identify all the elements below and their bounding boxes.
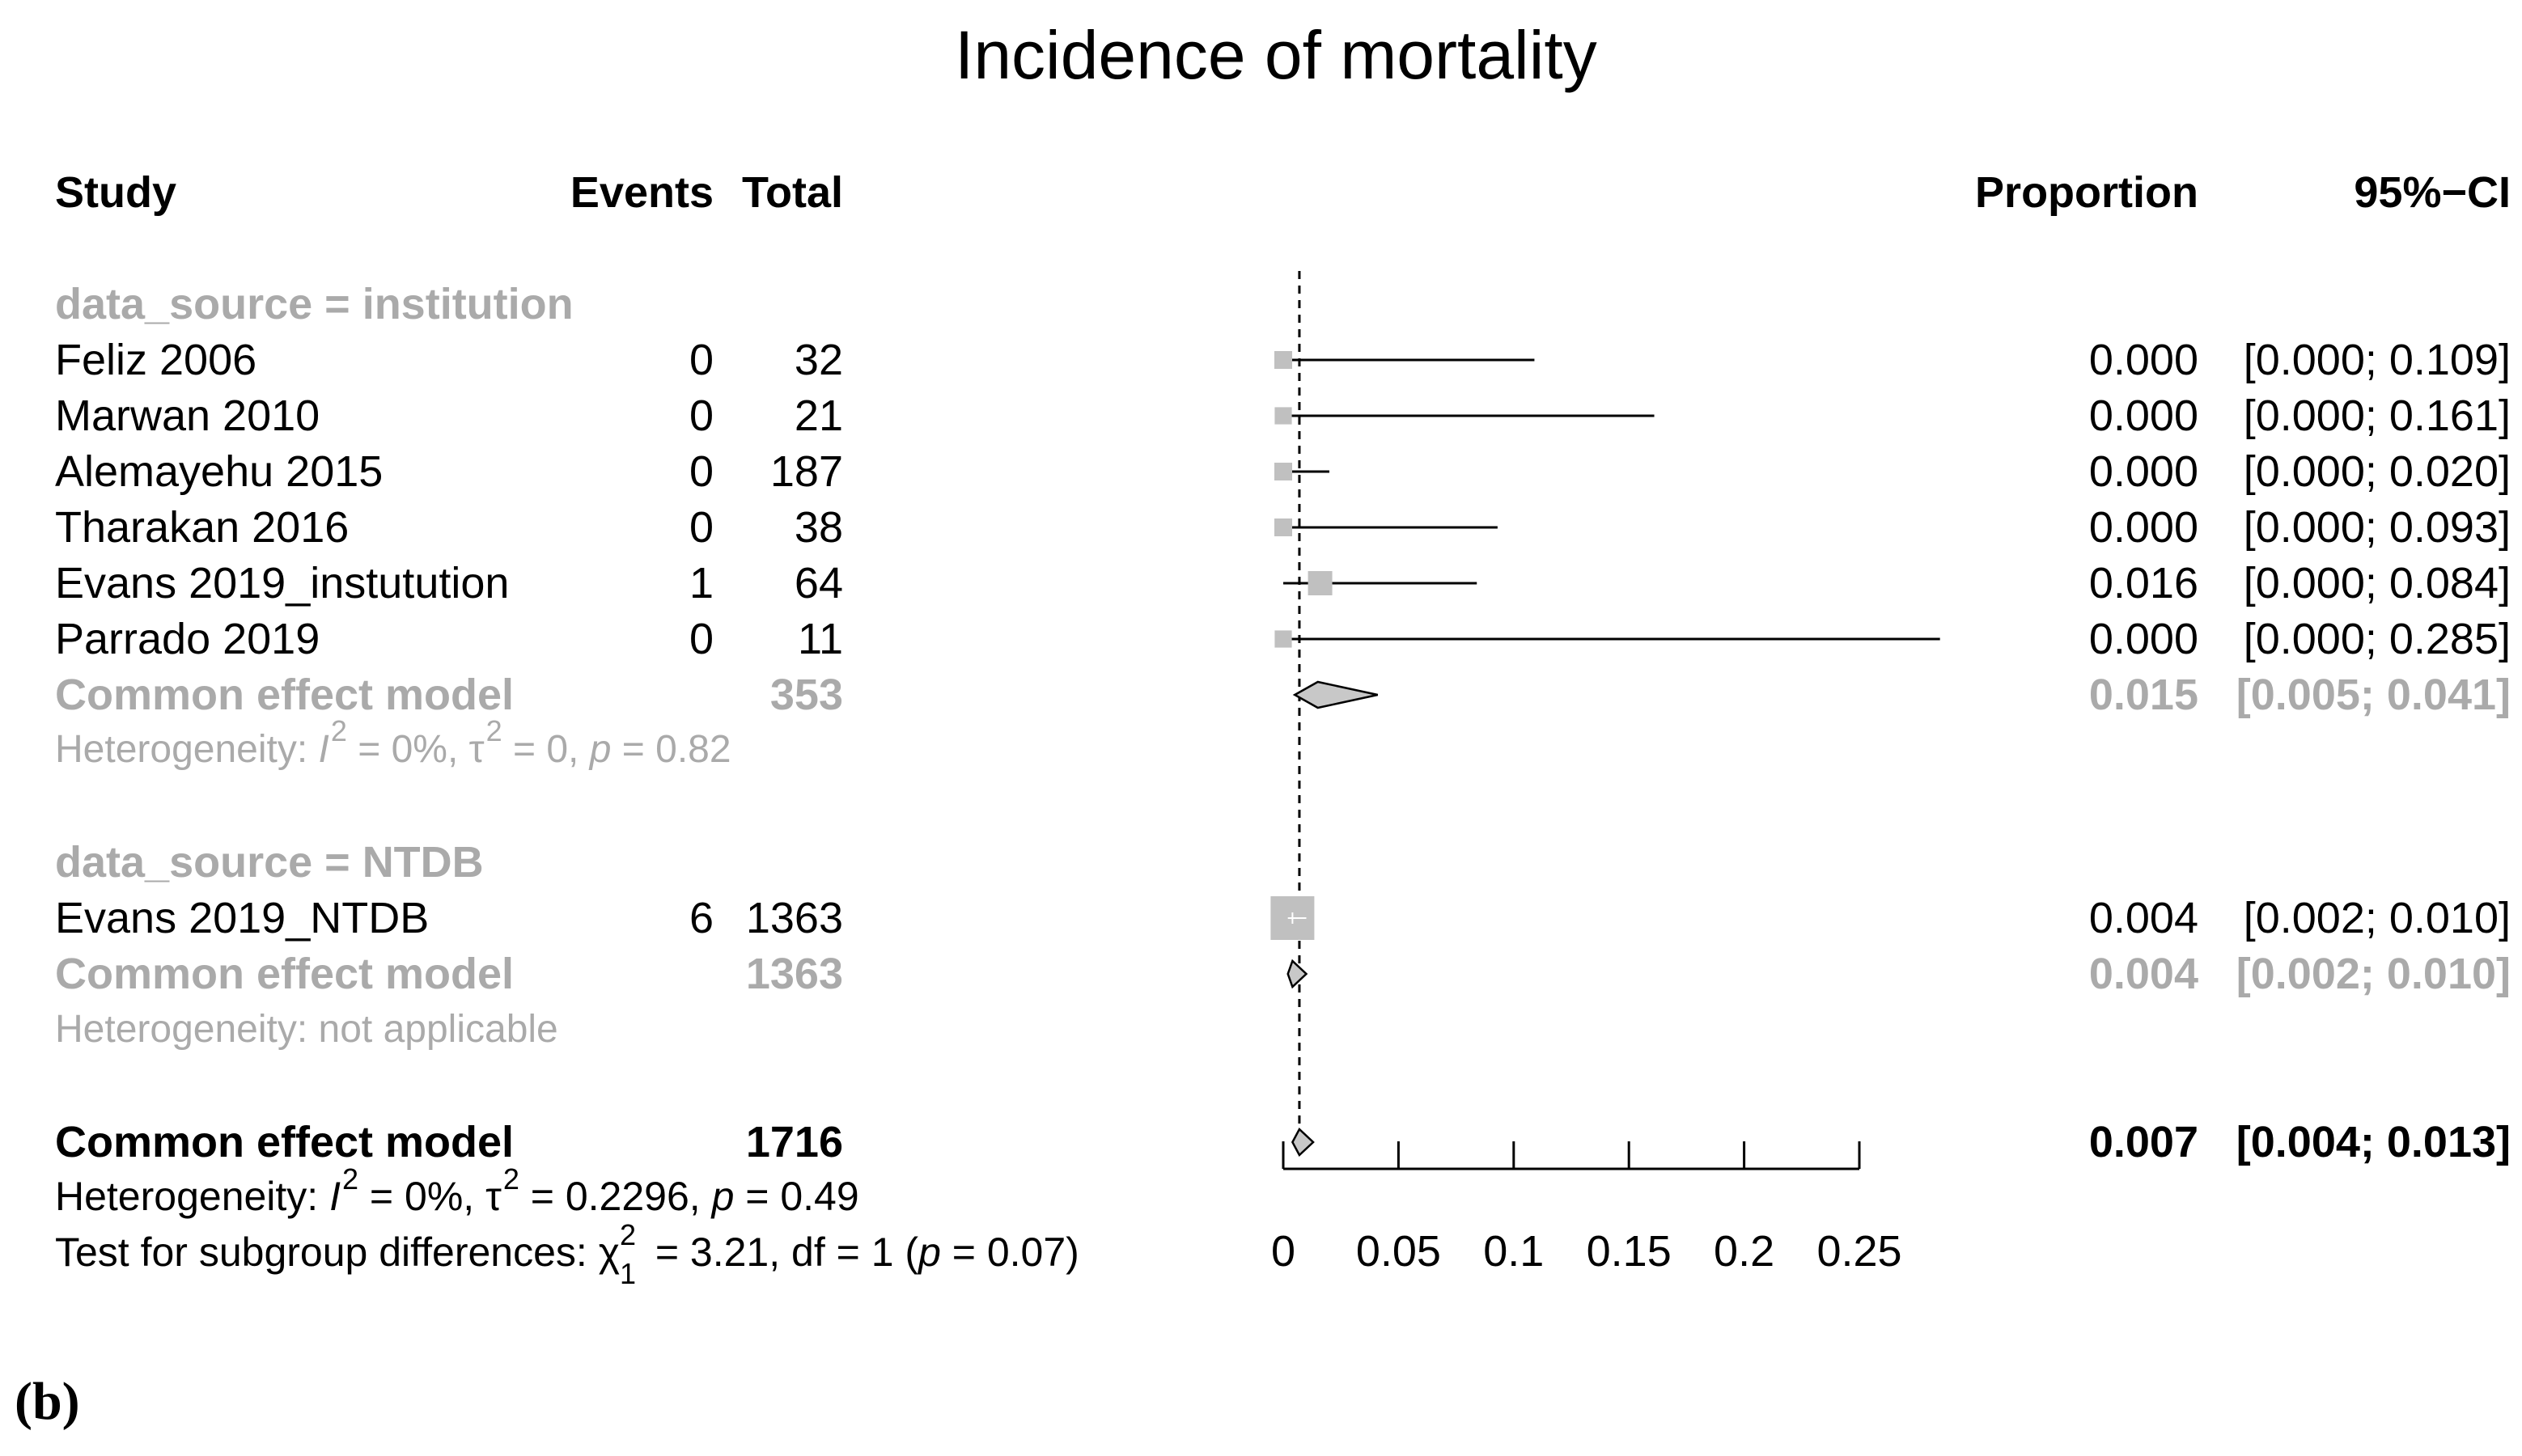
header-total: Total [742,168,843,217]
x-tick-label: 0.2 [1714,1227,1774,1276]
heterogeneity-text: Heterogeneity: not applicable [55,1008,558,1051]
x-tick-label: 0.25 [1816,1227,1901,1276]
pooled-ci: [0.005; 0.041] [2236,671,2511,719]
study-square [1274,630,1292,648]
study-proportion: 0.000 [2088,336,2198,384]
study-events: 0 [689,447,714,496]
x-tick-label: 0.05 [1356,1227,1441,1276]
x-tick-label: 0.15 [1587,1227,1672,1276]
header-study: Study [55,168,177,217]
study-proportion: 0.000 [2088,447,2198,496]
study-events: 1 [689,559,714,607]
pooled-diamond [1292,680,1379,709]
x-tick-label: 0 [1271,1227,1295,1276]
subgroup-label: data_source = NTDB [55,838,484,887]
study-total: 21 [794,392,843,440]
pooled-proportion: 0.004 [2088,950,2198,998]
study-ci: [0.000; 0.020] [2243,447,2511,496]
study-ci: [0.000; 0.285] [2243,615,2511,663]
study-square [1308,571,1333,595]
overall-proportion: 0.007 [2088,1118,2198,1166]
study-ci: [0.000; 0.161] [2243,392,2511,440]
pooled-total: 1363 [745,950,843,998]
study-square [1274,518,1292,536]
study-name: Tharakan 2016 [55,503,350,552]
pooled-ci: [0.002; 0.010] [2236,950,2511,998]
study-ci: [0.002; 0.010] [2243,894,2511,942]
study-proportion: 0.000 [2088,615,2198,663]
study-ci: [0.000; 0.093] [2243,503,2511,552]
x-tick-label: 0.1 [1483,1227,1544,1276]
study-name: Evans 2019_NTDB [55,894,430,942]
study-square [1274,407,1292,425]
pooled-proportion: 0.015 [2088,671,2198,719]
study-total: 1363 [745,894,843,942]
study-name: Feliz 2006 [55,336,257,384]
panel-label: (b) [15,1372,80,1431]
study-proportion: 0.000 [2088,503,2198,552]
header-ci: 95%−CI [2354,168,2511,217]
study-name: Parrado 2019 [55,615,320,663]
study-proportion: 0.016 [2088,559,2198,607]
study-total: 11 [797,615,843,663]
study-proportion: 0.004 [2088,894,2198,942]
overall-total: 1716 [745,1118,843,1166]
header-proportion: Proportion [1975,168,2198,217]
study-square [1274,351,1292,369]
pooled-label: Common effect model [55,671,515,719]
header-events: Events [570,168,714,217]
chart-title: Incidence of mortality [955,17,1597,93]
study-name: Alemayehu 2015 [55,447,384,496]
pooled-diamond [1286,959,1308,989]
study-name: Marwan 2010 [55,392,320,440]
study-total: 64 [794,559,843,607]
study-events: 6 [689,894,714,942]
study-name: Evans 2019_instutution [55,559,510,607]
overall-label: Common effect model [55,1118,515,1166]
study-events: 0 [689,392,714,440]
overall-ci: [0.004; 0.013] [2236,1118,2511,1166]
overall-heterogeneity: Heterogeneity: I2 = 0%, τ2 = 0.2296, p =… [55,1162,859,1219]
study-events: 0 [689,336,714,384]
pooled-diamond [1291,1127,1315,1158]
study-total: 187 [769,447,843,496]
study-ci: [0.000; 0.109] [2243,336,2511,384]
study-square [1274,463,1292,480]
pooled-total: 353 [769,671,843,719]
pooled-label: Common effect model [55,950,515,998]
study-events: 0 [689,615,714,663]
heterogeneity-text: Heterogeneity: I2 = 0%, τ2 = 0, p = 0.82 [55,714,731,771]
study-ci: [0.000; 0.084] [2243,559,2511,607]
study-events: 0 [689,503,714,552]
study-proportion: 0.000 [2088,392,2198,440]
study-total: 32 [794,336,843,384]
study-total: 38 [794,503,843,552]
subgroup-label: data_source = institution [55,280,574,328]
